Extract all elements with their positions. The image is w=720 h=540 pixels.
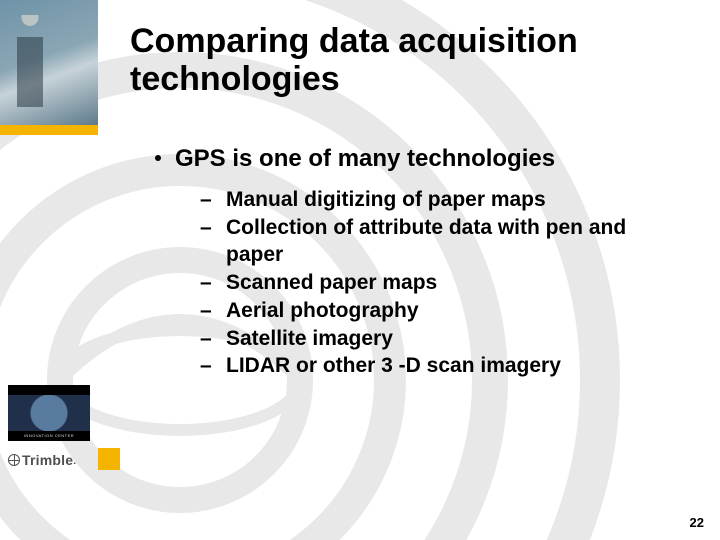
list-item-text: Satellite imagery [226,325,670,353]
list-item: –Scanned paper maps [200,269,670,297]
list-item: –Aerial photography [200,297,670,325]
brand-globe-icon [8,454,20,466]
photo-worker-silhouette [10,15,50,110]
dash-icon: – [200,186,226,214]
brand-logo: Trimble. [8,452,76,468]
sidebar-photo [0,0,98,125]
list-item-text: Manual digitizing of paper maps [226,186,670,214]
list-item-text: LIDAR or other 3 -D scan imagery [226,352,670,380]
badge-caption: INNOVATION CENTER [8,431,90,441]
list-item-text: Collection of attribute data with pen an… [226,214,670,269]
list-item: –Manual digitizing of paper maps [200,186,670,214]
slide: Comparing data acquisition technologies … [0,0,720,540]
dash-icon: – [200,269,226,297]
footer-badge: INNOVATION CENTER [8,385,90,440]
badge-top-bar [8,385,90,395]
list-item: –Satellite imagery [200,325,670,353]
sub-bullet-list: –Manual digitizing of paper maps –Collec… [200,186,670,380]
dash-icon: – [200,214,226,269]
brand-text: Trimble [22,452,73,468]
main-bullet: GPS is one of many technologies [155,145,695,173]
list-item-text: Aerial photography [226,297,670,325]
badge-globe-icon [8,395,90,431]
dash-icon: – [200,325,226,353]
brand-dot: . [73,456,76,467]
accent-bar-top [0,125,98,135]
dash-icon: – [200,352,226,380]
list-item: –Collection of attribute data with pen a… [200,214,670,269]
list-item: –LIDAR or other 3 -D scan imagery [200,352,670,380]
page-number: 22 [690,515,704,530]
accent-bar-bottom [98,448,120,470]
bullet-dot-icon [155,155,161,161]
list-item-text: Scanned paper maps [226,269,670,297]
dash-icon: – [200,297,226,325]
main-bullet-text: GPS is one of many technologies [175,145,555,172]
page-title: Comparing data acquisition technologies [130,22,690,98]
